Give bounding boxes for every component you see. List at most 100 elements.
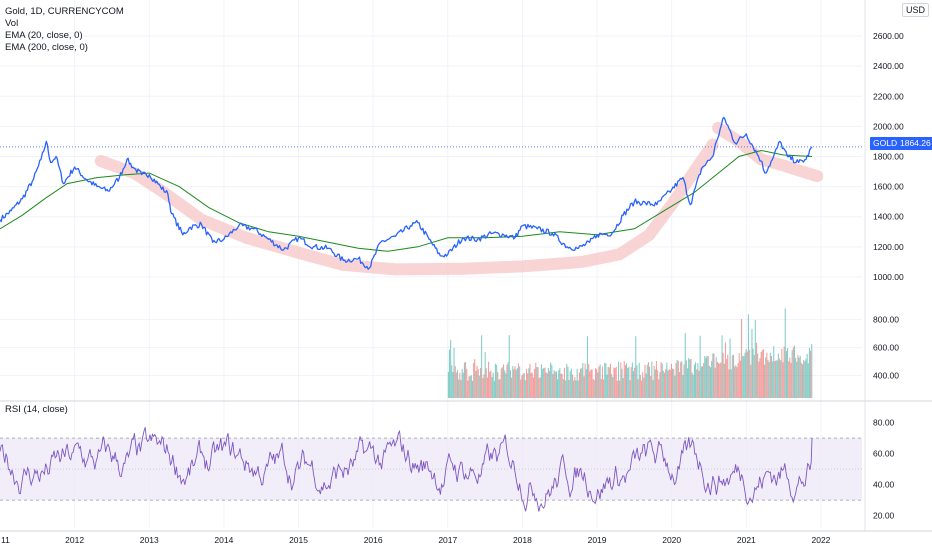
- volume-bar: [608, 367, 610, 398]
- volume-bar: [624, 365, 626, 398]
- volume-bar: [448, 349, 450, 398]
- volume-bar: [662, 370, 664, 398]
- volume-bar: [451, 365, 453, 398]
- volume-bar: [572, 374, 574, 398]
- volume-bar: [647, 362, 649, 398]
- volume-bar: [690, 358, 692, 398]
- time-axis-tick-label: 2014: [214, 535, 233, 545]
- volume-bar: [761, 350, 763, 398]
- volume-bar: [641, 380, 643, 398]
- currency-button[interactable]: USD: [902, 3, 930, 17]
- volume-bar: [588, 364, 590, 398]
- volume-bar: [483, 374, 485, 398]
- time-axis-tick-label: 2015: [289, 535, 308, 545]
- price-axis-tick-label: 2400.00: [873, 61, 904, 71]
- rsi-legend[interactable]: RSI (14, close): [5, 404, 68, 415]
- volume-bar: [473, 362, 475, 398]
- volume-bar: [751, 328, 753, 398]
- indicator-vol-label[interactable]: Vol: [5, 18, 19, 29]
- volume-bar: [731, 355, 733, 398]
- volume-bar: [628, 366, 630, 398]
- volume-bar: [664, 372, 666, 398]
- volume-bar: [565, 380, 567, 398]
- volume-bar: [597, 372, 599, 398]
- volume-bar: [635, 336, 637, 398]
- volume-bar: [713, 353, 715, 398]
- volume-bar: [567, 366, 569, 398]
- price-axis-tick-label: 2000.00: [873, 121, 904, 131]
- volume-bar: [589, 371, 591, 398]
- volume-bar: [545, 372, 547, 398]
- volume-bar: [614, 368, 616, 398]
- volume-bar: [730, 369, 732, 398]
- volume-bar: [460, 379, 462, 398]
- volume-bar: [508, 335, 510, 398]
- volume-bar: [766, 352, 768, 398]
- volume-bar: [607, 367, 609, 398]
- time-axis-tick-label: 2020: [662, 535, 681, 545]
- indicator-ema200-label[interactable]: EMA (200, close, 0): [5, 42, 88, 53]
- symbol-legend[interactable]: Gold, 1D, CURRENCYCOM Vol EMA (20, close…: [5, 6, 124, 54]
- volume-bar: [601, 366, 603, 398]
- volume-bar: [606, 374, 608, 398]
- volume-bar: [534, 369, 536, 398]
- volume-bar: [737, 362, 739, 398]
- indicator-ema20-label[interactable]: EMA (20, close, 0): [5, 30, 83, 41]
- volume-bar: [768, 362, 770, 398]
- volume-bar: [482, 378, 484, 398]
- price-axis-tick-label: 2600.00: [873, 31, 904, 41]
- volume-bar: [685, 360, 687, 398]
- volume-bar: [799, 355, 801, 398]
- volume-bar: [537, 367, 539, 398]
- volume-bar: [743, 356, 745, 398]
- volume-bar: [524, 380, 526, 398]
- volume-bar: [712, 353, 714, 398]
- volume-bar: [792, 347, 794, 398]
- volume-bar: [657, 370, 659, 398]
- volume-bar: [699, 335, 701, 398]
- volume-bar: [599, 364, 601, 398]
- volume-bar: [773, 346, 775, 398]
- symbol-price-tag: GOLD: [870, 137, 900, 150]
- volume-bar: [600, 379, 602, 398]
- volume-bar: [519, 366, 521, 398]
- volume-bar: [581, 368, 583, 398]
- volume-bar: [632, 371, 634, 398]
- volume-bar: [733, 354, 735, 398]
- volume-bar: [790, 362, 792, 398]
- volume-bar: [623, 361, 625, 398]
- volume-bar: [680, 362, 682, 398]
- volume-bar: [707, 356, 709, 398]
- volume-bar: [653, 365, 655, 398]
- volume-bar: [465, 362, 467, 398]
- volume-bar: [604, 362, 606, 398]
- volume-bar: [522, 373, 524, 398]
- time-axis-tick-label: 2021: [737, 535, 756, 545]
- volume-bar: [605, 363, 607, 398]
- time-axis-tick-label: 2017: [438, 535, 457, 545]
- volume-bar: [673, 369, 675, 398]
- volume-bar: [788, 361, 790, 398]
- volume-bar: [643, 377, 645, 398]
- volume-bar: [638, 362, 640, 398]
- volume-bar: [468, 376, 470, 398]
- volume-bar: [611, 373, 613, 398]
- volume-bar: [729, 338, 731, 398]
- volume-bar: [782, 362, 784, 398]
- volume-bar: [539, 377, 541, 398]
- volume-bar: [739, 360, 741, 398]
- volume-bar: [789, 357, 791, 398]
- volume-bar: [552, 374, 554, 398]
- volume-bar: [668, 369, 670, 398]
- volume-bar: [630, 367, 632, 398]
- price-axis-tick-label: 1800.00: [873, 152, 904, 162]
- volume-bar: [669, 369, 671, 398]
- volume-bar: [651, 361, 653, 398]
- volume-bar: [530, 372, 532, 398]
- time-axis-tick-label: 11: [1, 535, 10, 545]
- volume-bar: [674, 375, 676, 398]
- volume-bar: [750, 364, 752, 398]
- volume-bar: [580, 368, 582, 398]
